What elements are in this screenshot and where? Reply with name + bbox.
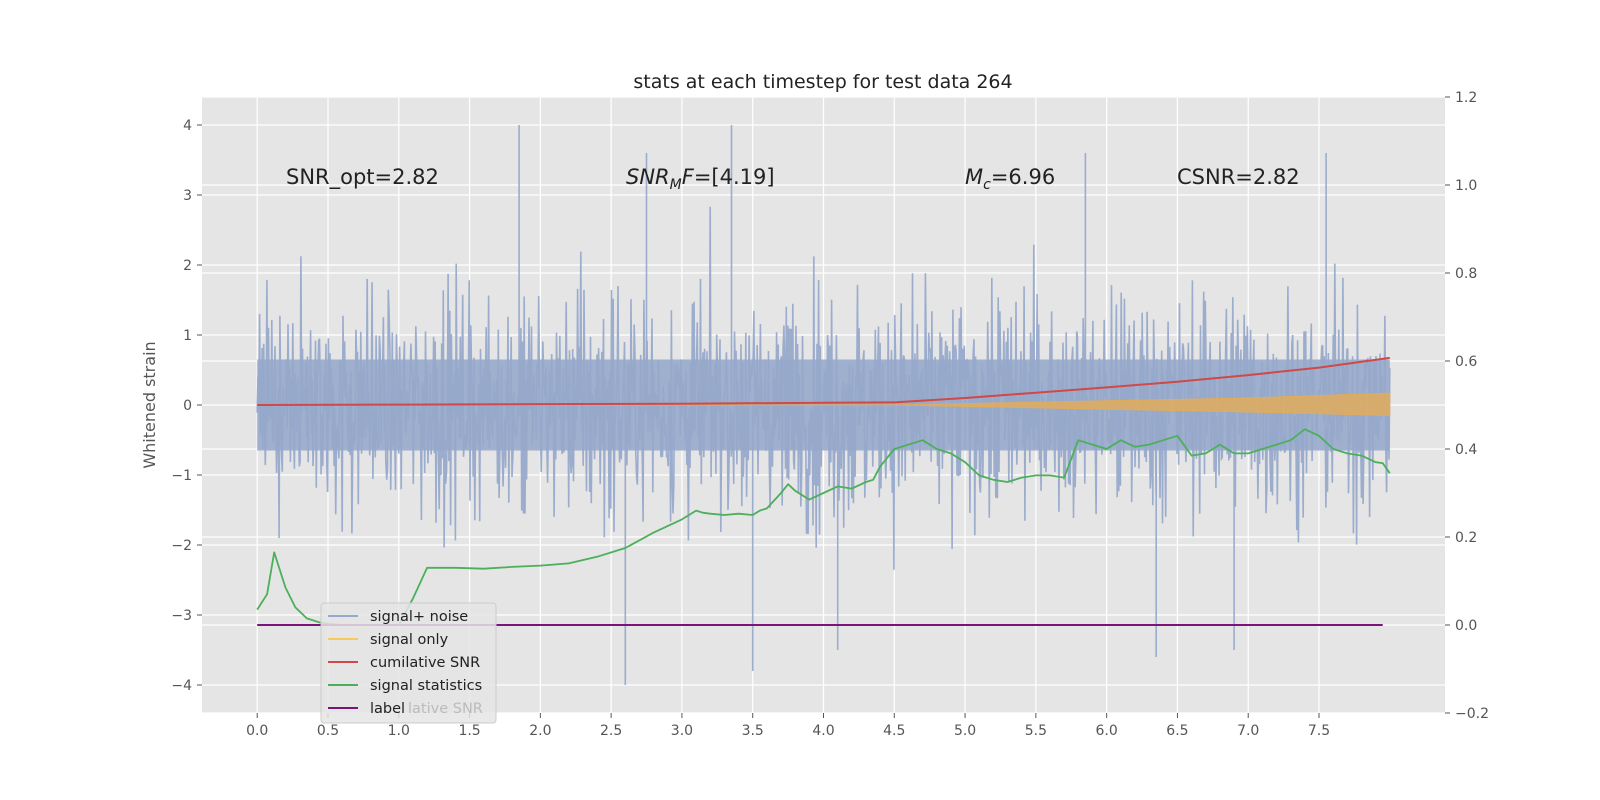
signal-only-band	[257, 392, 1391, 417]
x-tick-label: 2.0	[529, 723, 551, 739]
annotation-snr-mf-sub: M	[670, 177, 682, 193]
y2-tick-label: 0.4	[1455, 442, 1477, 458]
x-tick-label: 1.0	[388, 723, 410, 739]
legend-item-signal-only: signal only	[328, 632, 449, 648]
y-axis-label: Whitened strain	[140, 341, 159, 468]
x-tick-label: 7.0	[1237, 723, 1259, 739]
y-tick-label: −4	[171, 678, 192, 694]
x-tick-label: 6.0	[1096, 723, 1118, 739]
x-tick-label: 7.5	[1308, 723, 1330, 739]
axes: 0.0 0.5 1.0 1.5 2.0 2.5 3.0 3.5 4.0 4.5 5.0 5.5 6.0 6…	[171, 90, 1489, 739]
legend-label-cumulative-snr: cumilative SNR	[370, 655, 480, 671]
x-tick-label: 0.5	[317, 723, 339, 739]
signal-statistics-line	[256, 428, 1391, 626]
x-tick-label: 5.5	[1025, 723, 1047, 739]
legend-label-signal-statistics: signal statistics	[370, 678, 482, 694]
annotation-mc-value: =6.96	[991, 165, 1055, 189]
annotation-snr-mf: SNRMF=[4.19]	[626, 165, 775, 193]
legend-item-cumulative-snr: cumilative SNR	[328, 655, 480, 671]
cumulative-snr-line	[257, 356, 1390, 406]
legend-label-signal-noise: signal+ noise	[370, 609, 468, 625]
legend-item-signal-noise: signal+ noise	[328, 609, 468, 625]
y-tick-label: 4	[183, 118, 192, 134]
y2-tick-label: 0.6	[1455, 354, 1477, 370]
y2-tick-label: −0.2	[1455, 706, 1489, 722]
x-tick-label: 4.5	[883, 723, 905, 739]
annotation-snr-mf-base2: F	[682, 165, 695, 189]
annotation-snr-mf-base: SNR	[626, 165, 670, 189]
x-tick-label: 3.0	[671, 723, 693, 739]
x-tick-label: 1.5	[458, 723, 480, 739]
y-tick-label: 0	[183, 398, 192, 414]
annotation-snr-opt: SNR_opt=2.82	[286, 165, 439, 190]
legend-label-label: label	[370, 701, 405, 717]
x-tick-label: 0.0	[246, 723, 268, 739]
x-tick-label: 3.5	[742, 723, 764, 739]
y-tick-label: 1	[183, 328, 192, 344]
legend-item-label: label	[328, 701, 405, 717]
y-tick-label: −3	[171, 608, 192, 624]
legend-item-signal-statistics: signal statistics	[328, 678, 482, 694]
annotation-mc: Mc=6.96	[965, 165, 1055, 193]
y-tick-label: 3	[183, 188, 192, 204]
legend: lative SNR signal+ noise signal only cum…	[320, 602, 497, 724]
annotations: SNR_opt=2.82 SNRMF=[4.19] Mc=6.96 CSNR=2…	[286, 165, 1300, 193]
x-tick-label: 4.0	[812, 723, 834, 739]
y2-tick-label: 0.0	[1455, 618, 1477, 634]
annotation-mc-base: M	[965, 165, 983, 189]
annotation-mc-sub: c	[983, 177, 991, 193]
legend-label-signal-only: signal only	[370, 632, 449, 648]
y2-tick-label: 1.0	[1455, 178, 1477, 194]
x-tick-label: 6.5	[1166, 723, 1188, 739]
x-tick-label: 2.5	[600, 723, 622, 739]
legend-hidden-text: lative SNR	[408, 701, 483, 717]
chart-title: stats at each timestep for test data 264	[633, 71, 1012, 93]
x-tick-label: 5.0	[954, 723, 976, 739]
y2-tick-label: 0.8	[1455, 266, 1477, 282]
legend-box	[320, 602, 497, 724]
y-tick-label: 2	[183, 258, 192, 274]
annotation-csnr: CSNR=2.82	[1177, 165, 1300, 189]
y-tick-label: −1	[171, 468, 192, 484]
y2-tick-label: 1.2	[1455, 90, 1477, 106]
annotation-snr-mf-value: =[4.19]	[694, 165, 775, 189]
y-tick-label: −2	[171, 538, 192, 554]
y2-tick-label: 0.2	[1455, 530, 1477, 546]
